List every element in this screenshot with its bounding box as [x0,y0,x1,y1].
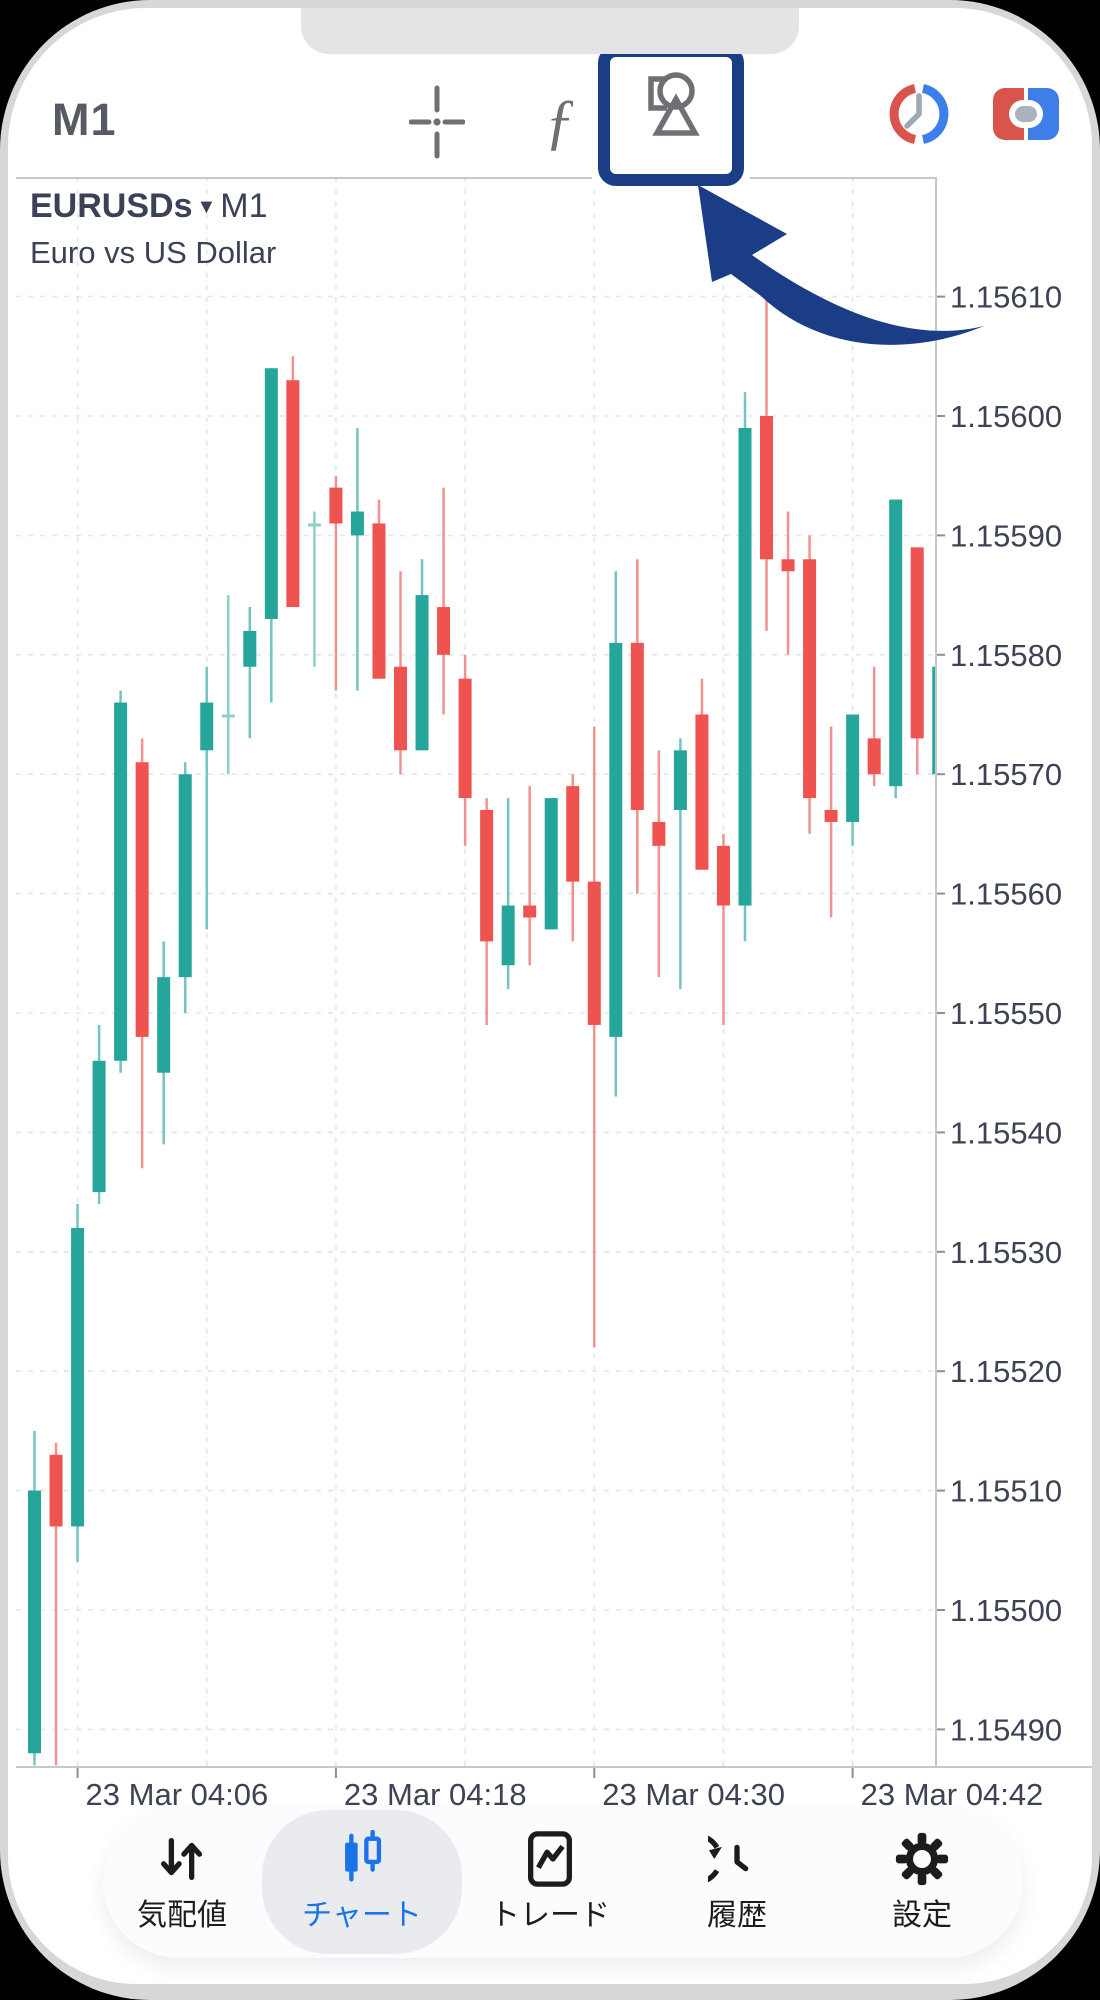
tab-settings[interactable]: 設定 [837,1806,1007,1958]
chart-header: EURUSDs ▼ M1 Euro vs US Dollar [30,187,276,271]
tab-quotes[interactable]: 気配値 [97,1806,267,1958]
svg-text:1.15530: 1.15530 [950,1235,1062,1270]
objects-button[interactable] [598,45,744,186]
timeframe-label: M1 [220,187,268,225]
svg-text:1.15540: 1.15540 [950,1115,1062,1150]
active-tab-highlight [262,1810,462,1954]
function-icon: ƒ [544,88,576,156]
bottom-tab-bar: 気配値 チャート トレード [103,1806,1023,1958]
timeframe-badge[interactable]: M1 [52,94,117,145]
gear-icon [895,1832,949,1886]
trade-panel-icon [993,88,1059,140]
crosshair-icon [408,85,466,159]
session-clock-icon [889,84,949,144]
phone-screen: 1.15610 1.15600 1.15590 1.15580 1.15570 1.155… [8,8,1092,1984]
objects-icon [648,72,700,136]
crosshair-button[interactable] [408,84,466,160]
symbol-description: Euro vs US Dollar [30,235,277,270]
svg-text:1.15590: 1.15590 [950,518,1062,553]
symbol-label[interactable]: EURUSDs [30,187,193,225]
candlestick-chart[interactable]: 1.15610 1.15600 1.15590 1.15580 1.15570 1.155… [16,177,1092,1822]
svg-text:1.15550: 1.15550 [950,996,1062,1031]
phone-notch [301,8,799,54]
trade-panel-button[interactable] [993,88,1059,140]
tab-label: 気配値 [137,1899,227,1932]
chart-panel: 1.15610 1.15600 1.15590 1.15580 1.15570 1.155… [16,177,1092,1822]
history-clock-icon [708,1835,749,1883]
svg-text:1.15520: 1.15520 [950,1354,1062,1389]
tab-label: チャート [302,1899,422,1932]
session-clock-button[interactable] [885,80,953,148]
candlestick-icon [345,1830,382,1882]
line-chart-icon [528,1831,572,1887]
arrows-up-down-icon [160,1837,203,1881]
tab-history[interactable]: 履歴 [652,1806,822,1958]
svg-text:1.15600: 1.15600 [950,399,1062,434]
svg-text:1.15510: 1.15510 [950,1474,1062,1509]
svg-text:1.15580: 1.15580 [950,638,1062,673]
indicators-button[interactable]: ƒ [530,86,590,158]
tab-trade[interactable]: トレード [465,1806,635,1958]
tab-label: 設定 [892,1899,952,1932]
svg-text:1.15560: 1.15560 [950,877,1062,912]
tab-label: トレード [490,1899,610,1932]
chevron-down-icon[interactable]: ▼ [196,196,217,218]
tab-label: 履歴 [707,1899,767,1932]
svg-text:1.15490: 1.15490 [950,1712,1062,1747]
svg-text:1.15610: 1.15610 [950,280,1062,315]
tab-charts[interactable]: チャート [277,1806,447,1958]
svg-text:1.15570: 1.15570 [950,757,1062,792]
svg-text:1.15500: 1.15500 [950,1593,1062,1628]
